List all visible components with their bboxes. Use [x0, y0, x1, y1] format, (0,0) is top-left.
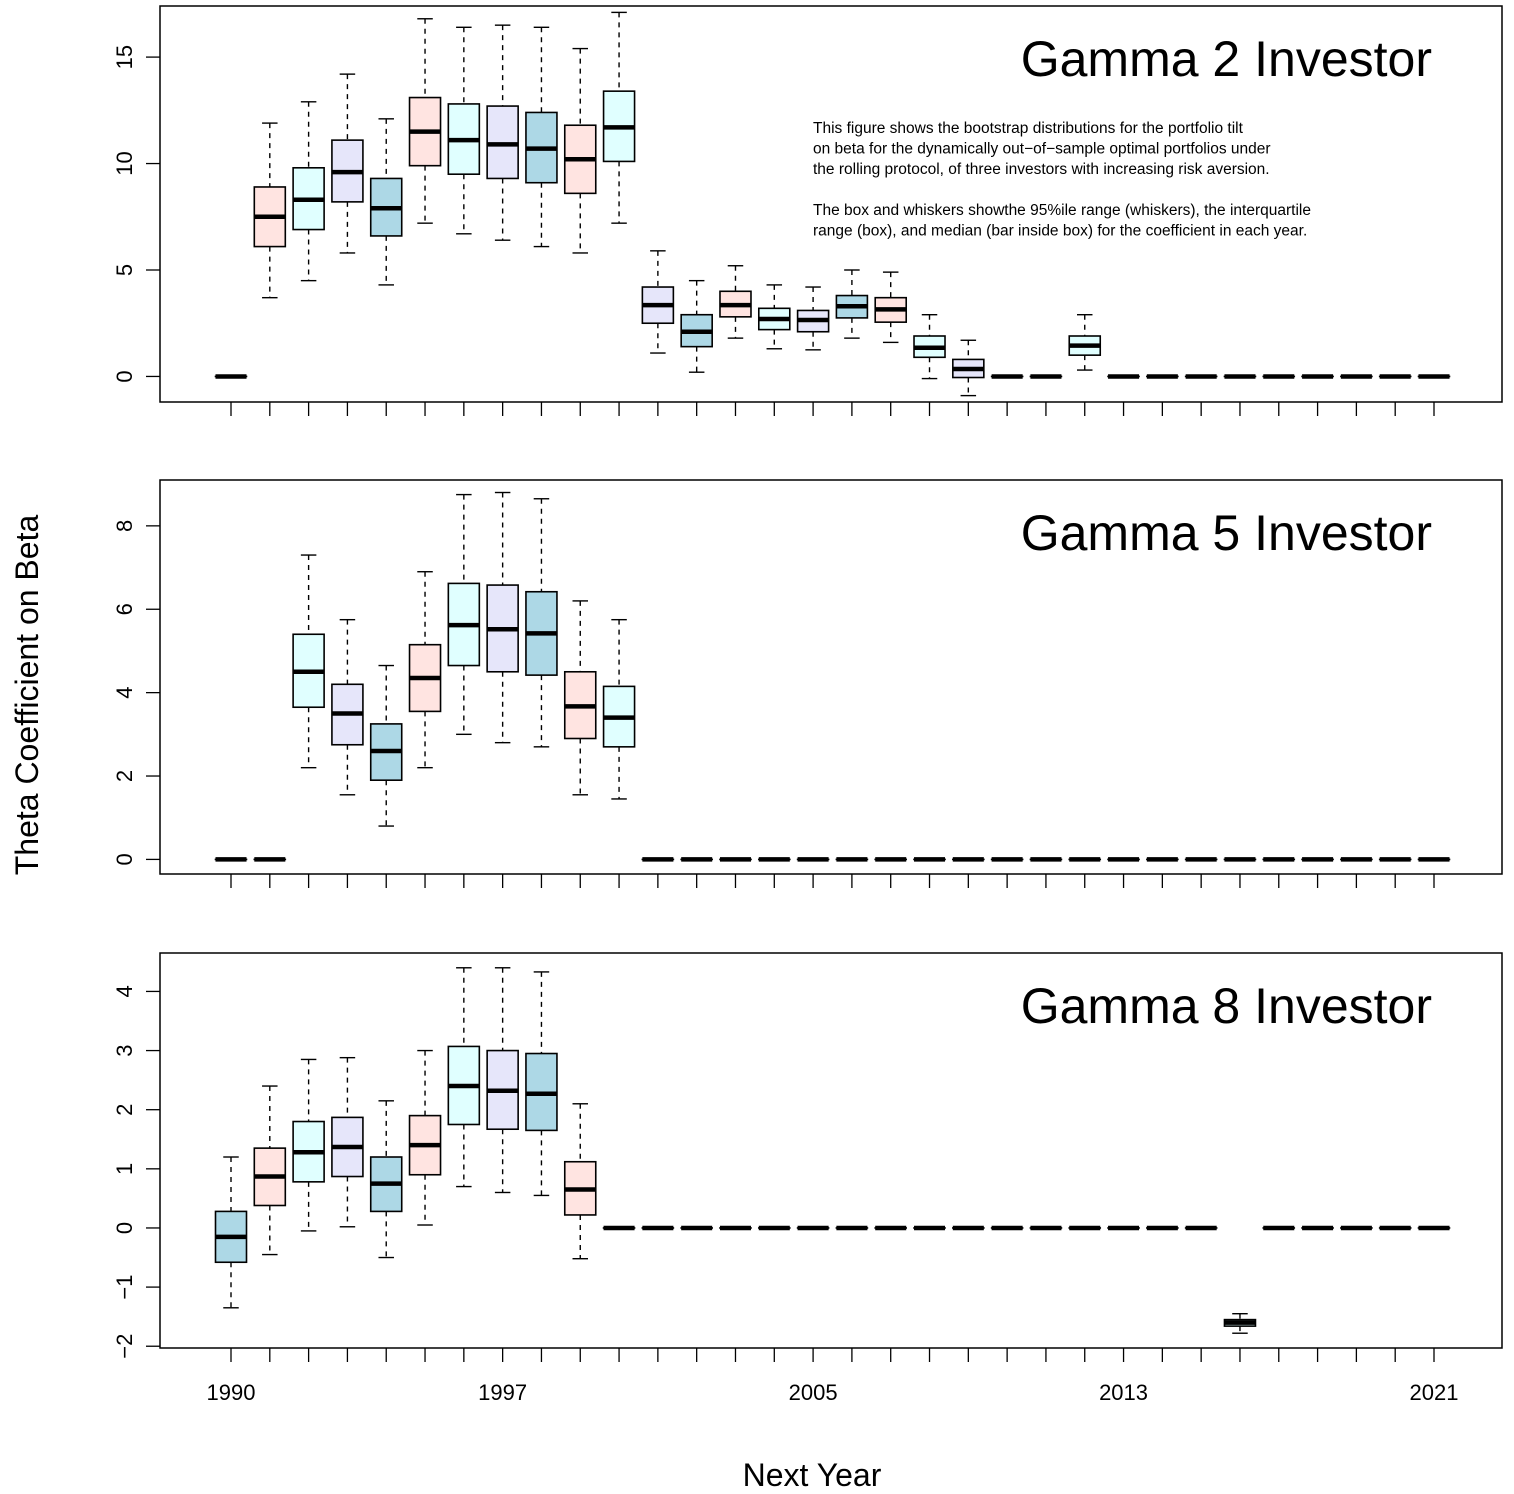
panel-2: Gamma 5 Investor 0 2 4 6 8 [112, 479, 1503, 888]
box-1997 [486, 967, 519, 1194]
plot-frame [159, 5, 1503, 403]
box-2001 [641, 250, 675, 354]
x-tick-label: 1997 [478, 1380, 527, 1405]
note-line: range (box), and median (bar inside box)… [813, 223, 1307, 240]
box-2000 [602, 11, 636, 224]
box-1995 [408, 1049, 442, 1226]
box-2002 [680, 279, 713, 373]
box-1994 [369, 1100, 403, 1259]
note-line: the rolling protocol, of three investors… [813, 161, 1270, 178]
x-tick-label: 2013 [1099, 1380, 1148, 1405]
box-1999 [563, 1103, 597, 1260]
panel-title: Gamma 8 Investor [1021, 978, 1432, 1034]
box-1998 [525, 971, 558, 1197]
box-2004 [757, 284, 791, 350]
plot-frame [159, 952, 1503, 1349]
y-tick-label: −2 [112, 1334, 137, 1359]
box-1993 [331, 618, 364, 796]
box-2009 [952, 339, 985, 397]
box-2008 [913, 314, 946, 380]
box-1998 [525, 498, 558, 748]
box-1999 [563, 600, 597, 796]
panel-title: Gamma 5 Investor [1021, 505, 1432, 561]
box-1999 [563, 47, 597, 254]
panel-1: Gamma 2 Investor 0 5 10 15 This figure shows … [112, 5, 1503, 416]
y-tick-label: −1 [112, 1275, 137, 1300]
box-1993 [331, 73, 364, 254]
y-tick-label: 4 [112, 985, 137, 997]
box-1998 [525, 26, 558, 248]
box-1991 [253, 122, 287, 299]
box-1996 [447, 967, 481, 1188]
x-tick-label: 2021 [1410, 1380, 1459, 1405]
y-tick-label: 4 [112, 687, 137, 699]
box-1997 [486, 491, 519, 744]
x-axis-title: Next Year [743, 1457, 882, 1493]
panel-title: Gamma 2 Investor [1021, 31, 1432, 87]
y-tick-label: 5 [112, 264, 137, 276]
y-tick-label: 0 [112, 1222, 137, 1234]
y-tick-label: 6 [112, 603, 137, 615]
y-tick-label: 2 [112, 1104, 137, 1116]
note-line: on beta for the dynamically out−of−sampl… [813, 141, 1271, 158]
box-2003 [719, 265, 752, 339]
y-tick-label: 15 [112, 45, 137, 69]
y-tick-label: 0 [112, 370, 137, 382]
box-1995 [408, 18, 442, 224]
box-2012 [1068, 314, 1102, 371]
y-tick-label: 10 [112, 151, 137, 175]
y-tick-label: 1 [112, 1163, 137, 1175]
y-tick-label: 3 [112, 1044, 137, 1056]
figure-note: This figure shows the bootstrap distribu… [813, 120, 1311, 240]
box-1992 [292, 1058, 325, 1232]
box-2006 [835, 269, 869, 339]
y-axis-title: Theta Coefficient on Beta [9, 515, 45, 876]
box-1993 [331, 1056, 364, 1228]
x-tick-label: 1990 [207, 1380, 256, 1405]
box-2000 [602, 618, 636, 800]
box-2007 [874, 271, 908, 344]
box-2005 [796, 286, 830, 351]
panel-3: Gamma 8 Investor −2 −1 0 1 2 3 4 [112, 952, 1503, 1362]
y-tick-label: 2 [112, 770, 137, 782]
box-1994 [369, 118, 403, 286]
box-1997 [486, 24, 519, 241]
box-1995 [408, 571, 442, 769]
note-line: This figure shows the bootstrap distribu… [813, 120, 1244, 137]
box-1994 [369, 664, 403, 827]
box-1991 [253, 1085, 287, 1256]
y-tick-label: 8 [112, 520, 137, 532]
plot-frame [159, 479, 1503, 875]
box-1996 [447, 26, 481, 235]
box-1990 [214, 1156, 248, 1309]
box-1992 [292, 101, 325, 282]
box-1992 [292, 554, 325, 769]
box-1996 [447, 493, 481, 736]
x-tick-label: 2005 [789, 1380, 838, 1405]
box-2016 [1223, 1313, 1257, 1334]
y-tick-label: 0 [112, 853, 137, 865]
note-line: The box and whiskers showthe 95%ile rang… [813, 202, 1311, 219]
